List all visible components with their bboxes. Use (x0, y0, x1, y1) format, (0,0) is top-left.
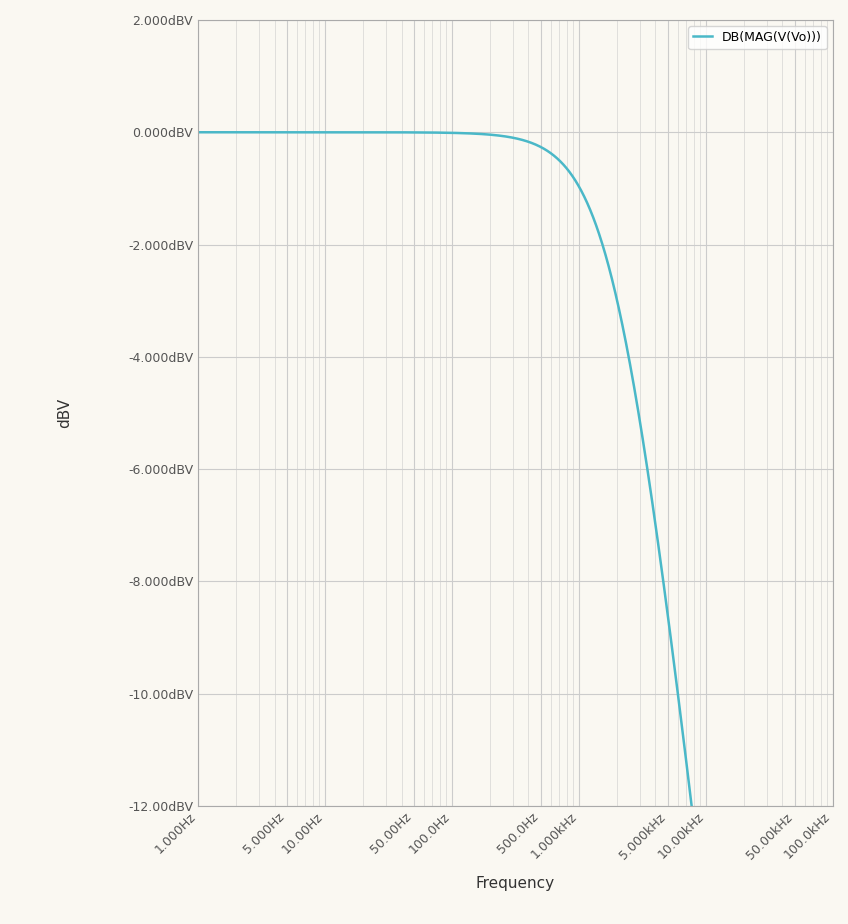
DB(MAG(V(Vo))) (265, 127, 276, 138)
DB(MAG(V(Vo))) (437, 128, 447, 139)
DB(MAG(V(Vo))) (193, 127, 204, 138)
X-axis label: Frequency: Frequency (476, 876, 555, 891)
Y-axis label: dBV: dBV (58, 398, 72, 428)
DB(MAG(V(Vo))) (464, 128, 474, 139)
DB(MAG(V(Vo))) (303, 127, 313, 138)
Line: DB(MAG(V(Vo))): DB(MAG(V(Vo))) (198, 132, 833, 924)
Legend: DB(MAG(V(Vo))): DB(MAG(V(Vo))) (688, 26, 827, 49)
